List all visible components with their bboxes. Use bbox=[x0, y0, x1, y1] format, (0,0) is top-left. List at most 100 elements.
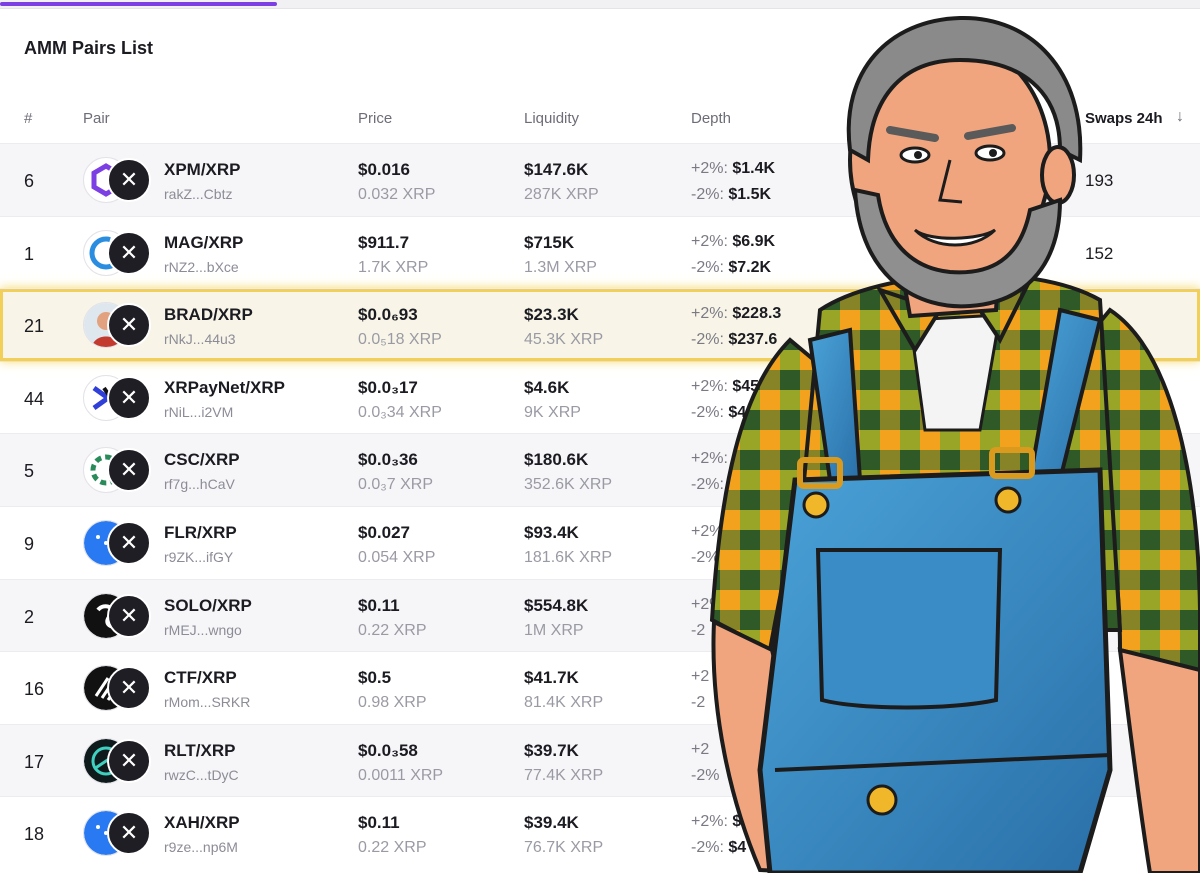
depth-plus-label: +2 bbox=[691, 740, 710, 758]
depth-minus-value: $4 bbox=[728, 403, 747, 421]
depth-plus-2: +2%: $1.4K bbox=[691, 160, 775, 178]
pair-name[interactable]: CSC/XRP bbox=[164, 450, 240, 470]
pair-name[interactable]: BRAD/XRP bbox=[164, 305, 253, 325]
price-usd: $911.7 bbox=[358, 232, 410, 252]
row-number: 21 bbox=[24, 316, 45, 337]
depth-minus-value: $7.2K bbox=[728, 258, 772, 276]
xrp-token-icon bbox=[107, 666, 151, 711]
pair-icons bbox=[83, 447, 155, 494]
column-header-swaps-24h[interactable]: Swaps 24h bbox=[1085, 110, 1163, 127]
pair-address: r9ZK...ifGY bbox=[164, 548, 234, 565]
pair-address: r9ze...np6M bbox=[164, 839, 238, 856]
depth-minus-label: -2%: bbox=[691, 331, 724, 349]
liquidity-usd: $715K bbox=[524, 232, 575, 252]
arrow-down-icon[interactable]: ↓ bbox=[1176, 108, 1184, 125]
liquidity-xrp: 77.4K XRP bbox=[524, 766, 604, 784]
depth-minus-2: -2 bbox=[691, 622, 705, 640]
liquidity-usd: $39.7K bbox=[524, 740, 579, 760]
liquidity-xrp: 287K XRP bbox=[524, 186, 599, 203]
depth-plus-value: $1.4K bbox=[732, 160, 776, 177]
pair-name[interactable]: RLT/XRP bbox=[164, 740, 236, 760]
liquidity-xrp: 9K XRP bbox=[524, 403, 581, 421]
column-header-pair[interactable]: Pair bbox=[83, 110, 110, 127]
depth-minus-label: -2%: bbox=[691, 258, 724, 276]
price-xrp: 0.22 XRP bbox=[358, 839, 427, 857]
depth-minus-2: -2%: $7.2K bbox=[691, 259, 771, 277]
page-title: AMM Pairs List bbox=[24, 38, 154, 58]
depth-minus-label: -2%: bbox=[691, 403, 724, 421]
xrp-token-icon bbox=[107, 811, 151, 856]
price-usd: $0.0₃58 bbox=[358, 740, 418, 760]
price-usd: $0.027 bbox=[358, 522, 410, 542]
depth-plus-label: +2%: bbox=[691, 160, 728, 177]
pair-icons bbox=[83, 592, 155, 639]
depth-minus-label: -2%: bbox=[691, 186, 724, 203]
depth-minus-2: -2%: $237.6 bbox=[691, 331, 777, 349]
pair-name[interactable]: MAG/XRP bbox=[164, 232, 244, 252]
pair-address: rNiL...i2VM bbox=[164, 403, 234, 420]
pair-icons bbox=[83, 374, 155, 421]
depth-minus-label: -2%: bbox=[691, 839, 724, 857]
pair-name[interactable]: CTF/XRP bbox=[164, 668, 237, 688]
swaps-24h: 152 bbox=[1085, 243, 1114, 263]
xrp-token-icon bbox=[107, 230, 151, 275]
price-usd: $0.0₃36 bbox=[358, 450, 418, 470]
depth-plus-label: +2%: bbox=[691, 305, 728, 323]
column-header-depth[interactable]: Depth bbox=[691, 110, 732, 127]
depth-plus-2: +2%: $228.3 bbox=[691, 305, 781, 323]
cartoon-farmer-illustration bbox=[709, 15, 1200, 873]
depth-minus-2: -2 bbox=[691, 694, 705, 712]
liquidity-xrp: 1M XRP bbox=[524, 621, 584, 639]
column-header-price[interactable]: Price bbox=[358, 110, 393, 127]
liquidity-usd: $41.7K bbox=[524, 668, 579, 688]
xrp-token-icon bbox=[107, 738, 151, 783]
price-xrp: 1.7K XRP bbox=[358, 258, 429, 276]
pair-address: rf7g...hCaV bbox=[164, 476, 235, 493]
top-tab-bar bbox=[0, 0, 1200, 8]
depth-plus-2: +2 bbox=[691, 668, 709, 686]
depth-plus-2: +2%: $ bbox=[691, 813, 741, 831]
price-usd: $0.11 bbox=[358, 595, 400, 615]
pair-name[interactable]: SOLO/XRP bbox=[164, 595, 252, 615]
pair-icons bbox=[83, 229, 155, 276]
depth-minus-label: -2% bbox=[691, 766, 720, 784]
depth-plus-value: $45 bbox=[732, 377, 760, 395]
xrp-token-icon bbox=[107, 448, 151, 493]
xrp-token-icon bbox=[107, 593, 151, 638]
pair-name[interactable]: XPM/XRP bbox=[164, 160, 241, 179]
pair-name[interactable]: XRPayNet/XRP bbox=[164, 377, 285, 397]
liquidity-usd: $93.4K bbox=[524, 522, 579, 542]
liquidity-xrp: 76.7K XRP bbox=[524, 839, 604, 857]
row-number: 6 bbox=[24, 171, 35, 191]
price-usd: $0.11 bbox=[358, 813, 400, 833]
price-xrp: 0.0₃7 XRP bbox=[358, 476, 433, 494]
column-header-liquidity[interactable]: Liquidity bbox=[524, 110, 580, 127]
row-number: 16 bbox=[24, 679, 45, 700]
price-xrp: 0.0011 XRP bbox=[358, 766, 444, 784]
price-usd: $0.016 bbox=[358, 160, 410, 179]
depth-plus-label: +2%: bbox=[691, 232, 728, 250]
depth-plus-value: $228.3 bbox=[732, 305, 782, 323]
depth-plus-value: $6.9K bbox=[732, 232, 776, 250]
liquidity-usd: $39.4K bbox=[524, 813, 579, 833]
column-header-number: # bbox=[24, 110, 33, 127]
depth-plus-2: +2%: $45 bbox=[691, 378, 759, 396]
depth-plus-label: +2%: bbox=[691, 450, 728, 468]
pair-address: rakZ...Cbtz bbox=[164, 186, 233, 202]
liquidity-xrp: 81.4K XRP bbox=[524, 694, 604, 712]
depth-plus-2: +2 bbox=[691, 741, 709, 759]
pair-icons bbox=[83, 519, 155, 566]
depth-minus-2: -2%: bbox=[691, 476, 724, 494]
pair-name[interactable]: FLR/XRP bbox=[164, 522, 237, 542]
pair-address: rMom...SRKR bbox=[164, 694, 251, 711]
depth-minus-value: $4 bbox=[728, 839, 747, 857]
pair-icons bbox=[83, 737, 155, 784]
depth-minus-2: -2% bbox=[691, 767, 719, 785]
price-usd: $0.0₆93 bbox=[358, 305, 418, 325]
pair-icons bbox=[83, 302, 155, 349]
xrp-token-icon bbox=[107, 375, 151, 420]
liquidity-xrp: 45.3K XRP bbox=[524, 331, 604, 349]
depth-plus-label: +2%: bbox=[691, 377, 728, 395]
pair-name[interactable]: XAH/XRP bbox=[164, 813, 240, 833]
depth-plus-label: +2%: bbox=[691, 813, 728, 831]
